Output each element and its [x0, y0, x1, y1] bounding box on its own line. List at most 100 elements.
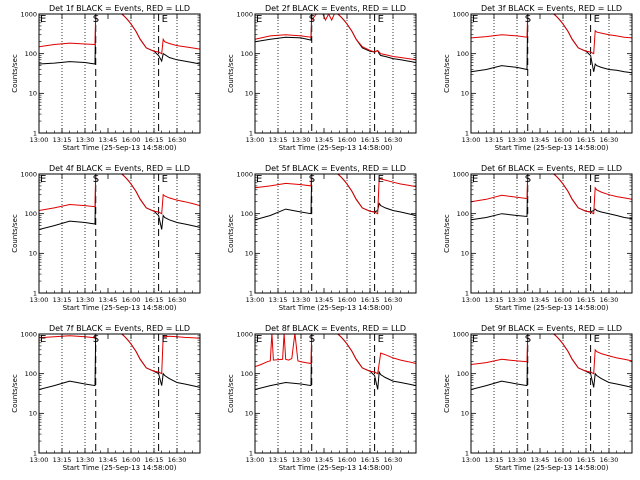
- lld-series-line: [471, 14, 632, 55]
- lld-series-line: [39, 174, 200, 215]
- panel-2: 1 10 100 1000 13:00 13:15 13:30 13:45 16:00 16:15…: [227, 4, 417, 152]
- x-tick-label: 13:30: [292, 296, 311, 304]
- x-tick-label: 13:00: [246, 136, 265, 144]
- end-marker-label: E: [162, 334, 168, 345]
- y-tick-label: 1: [33, 289, 37, 297]
- y-tick-label: 10: [245, 250, 253, 258]
- lld-series-line: [471, 174, 632, 215]
- x-tick-label: 16:00: [554, 296, 573, 304]
- start-marker-label: S: [93, 334, 99, 345]
- panel-7: 1 10 100 1000 13:00 13:15 13:30 13:45 16:00 16:15…: [11, 324, 201, 472]
- events-series-line: [471, 174, 632, 221]
- x-tick-label: 16:30: [600, 136, 619, 144]
- x-axis-label: Start Time (25-Sep-13 14:58:00): [279, 144, 393, 152]
- panel-3: 1 10 100 1000 13:00 13:15 13:30 13:45 16:00 16:15…: [443, 4, 633, 152]
- x-tick-label: 13:30: [76, 296, 95, 304]
- end-marker-label: E: [378, 14, 384, 25]
- x-axis-label: Start Time (25-Sep-13 14:58:00): [495, 464, 609, 472]
- x-tick-label: 13:15: [269, 296, 288, 304]
- y-tick-label: 1000: [236, 330, 253, 338]
- lld-series-line: [255, 174, 416, 215]
- y-axis-label: Counts/sec: [227, 54, 235, 93]
- y-tick-label: 1: [249, 129, 253, 137]
- x-tick-label: 13:15: [53, 296, 72, 304]
- y-axis-label: Counts/sec: [443, 214, 451, 253]
- left-edge-marker-label: E: [256, 14, 262, 25]
- x-tick-label: 13:30: [508, 136, 527, 144]
- x-tick-label: 16:30: [384, 296, 403, 304]
- lld-series-line: [39, 334, 200, 375]
- x-tick-label: 16:00: [338, 296, 357, 304]
- x-tick-label: 16:15: [145, 456, 164, 464]
- y-axis-label: Counts/sec: [443, 54, 451, 93]
- x-tick-label: 13:45: [531, 296, 550, 304]
- plot-frame: [470, 333, 633, 454]
- y-tick-label: 100: [241, 50, 253, 58]
- panel-1: 1 10 100 1000 13:00 13:15 13:30 13:45 16:00 16:15…: [11, 4, 201, 152]
- left-edge-marker-label: E: [472, 174, 478, 185]
- events-series-line: [255, 174, 416, 221]
- events-series-line: [255, 334, 416, 390]
- y-tick-label: 1000: [20, 170, 37, 178]
- x-tick-label: 16:00: [122, 136, 141, 144]
- y-tick-label: 1: [465, 129, 469, 137]
- x-tick-label: 16:15: [577, 456, 596, 464]
- left-edge-marker-label: E: [472, 14, 478, 25]
- left-edge-marker-label: E: [40, 334, 46, 345]
- y-tick-label: 100: [457, 210, 469, 218]
- panel-title: Det 1f BLACK = Events, RED = LLD: [49, 4, 190, 13]
- x-tick-label: 13:00: [462, 296, 481, 304]
- y-tick-label: 100: [241, 370, 253, 378]
- x-tick-label: 13:45: [531, 456, 550, 464]
- x-tick-label: 16:30: [384, 136, 403, 144]
- left-edge-marker-label: E: [40, 14, 46, 25]
- x-tick-label: 16:15: [577, 296, 596, 304]
- x-tick-label: 16:30: [600, 296, 619, 304]
- y-tick-label: 10: [461, 250, 469, 258]
- x-tick-label: 13:30: [76, 456, 95, 464]
- end-marker-label: E: [378, 334, 384, 345]
- y-axis-label: Counts/sec: [443, 374, 451, 413]
- y-tick-label: 100: [25, 370, 37, 378]
- plot-frame: [254, 173, 417, 294]
- panel-title: Det 7f BLACK = Events, RED = LLD: [49, 324, 190, 333]
- panel-title: Det 6f BLACK = Events, RED = LLD: [481, 164, 622, 173]
- x-tick-label: 16:30: [168, 136, 187, 144]
- x-tick-label: 16:30: [168, 456, 187, 464]
- panel-title: Det 2f BLACK = Events, RED = LLD: [265, 4, 406, 13]
- x-tick-label: 13:45: [99, 456, 118, 464]
- y-tick-label: 10: [461, 410, 469, 418]
- x-tick-label: 16:00: [554, 456, 573, 464]
- x-tick-label: 16:00: [122, 456, 141, 464]
- x-tick-label: 16:00: [338, 136, 357, 144]
- x-tick-label: 13:00: [30, 456, 49, 464]
- panel-6: 1 10 100 1000 13:00 13:15 13:30 13:45 16:00 16:15…: [443, 164, 633, 312]
- panel-8: 1 10 100 1000 13:00 13:15 13:30 13:45 16:00 16:15…: [227, 324, 417, 472]
- panel-title: Det 8f BLACK = Events, RED = LLD: [265, 324, 406, 333]
- lld-series-line: [255, 14, 416, 61]
- lld-series-line: [39, 14, 200, 55]
- x-tick-label: 13:00: [462, 136, 481, 144]
- panel-title: Det 4f BLACK = Events, RED = LLD: [49, 164, 190, 173]
- start-marker-label: S: [525, 174, 531, 185]
- x-tick-label: 16:00: [554, 136, 573, 144]
- x-tick-label: 13:45: [99, 296, 118, 304]
- y-tick-label: 1000: [452, 330, 469, 338]
- events-series-line: [39, 334, 200, 390]
- x-tick-label: 13:00: [246, 296, 265, 304]
- x-tick-label: 13:45: [99, 136, 118, 144]
- left-edge-marker-label: E: [256, 334, 262, 345]
- y-tick-label: 100: [25, 210, 37, 218]
- x-axis-label: Start Time (25-Sep-13 14:58:00): [279, 304, 393, 312]
- x-axis-label: Start Time (25-Sep-13 14:58:00): [495, 144, 609, 152]
- y-tick-label: 10: [29, 90, 37, 98]
- y-tick-label: 1: [465, 449, 469, 457]
- end-marker-label: E: [594, 334, 600, 345]
- x-axis-label: Start Time (25-Sep-13 14:58:00): [495, 304, 609, 312]
- x-tick-label: 13:45: [315, 296, 334, 304]
- x-tick-label: 16:15: [361, 456, 380, 464]
- start-marker-label: S: [309, 174, 315, 185]
- x-tick-label: 13:45: [531, 136, 550, 144]
- start-marker-label: S: [525, 334, 531, 345]
- events-series-line: [255, 14, 416, 63]
